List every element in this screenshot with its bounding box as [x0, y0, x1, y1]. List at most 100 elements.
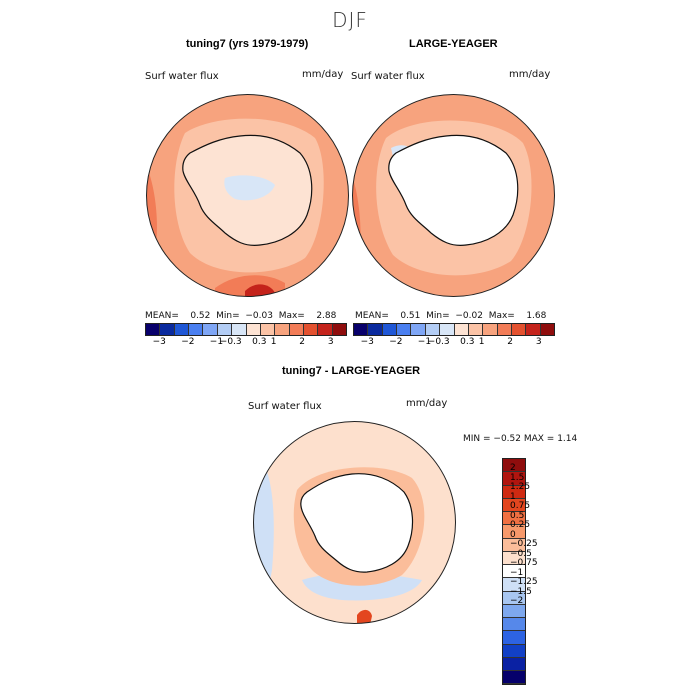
- panel3-colorbar-tick-label: −2: [510, 596, 524, 607]
- panel1-colorbar-segment: [275, 324, 290, 335]
- panel1-colorbar-segment: [332, 324, 347, 335]
- panel2-units-label: mm/day: [509, 69, 551, 80]
- panel3-colorbar-segment: [503, 551, 525, 565]
- panel3-colorbar-tick-label: −0.5: [510, 548, 532, 559]
- panel3-colorbar-tick-label: 1: [510, 491, 516, 502]
- panel2-stats: MEAN= 0.51 Min= −0.02 Max= 1.68: [355, 311, 546, 321]
- panel3-colorbar-tick-label: −1: [510, 567, 524, 578]
- panel3-colorbar: [502, 458, 526, 686]
- panel1-colorbar-segment: [303, 324, 319, 335]
- panel2-colorbar: [353, 323, 555, 336]
- panel1-colorbar-segment: [160, 324, 175, 335]
- panel3-colorbar-segment: [503, 604, 525, 618]
- panel2-colorbar-segment: [526, 324, 541, 335]
- panel1-colorbar-segment: [217, 324, 233, 335]
- panel1-colorbar-segment: [232, 324, 247, 335]
- panel2-mean: 0.51: [400, 311, 421, 321]
- panel1-colorbar: [145, 323, 347, 336]
- panel1-units-label: mm/day: [302, 69, 344, 80]
- panel3-colorbar-tick-label: 1.25: [510, 482, 531, 493]
- panel2-min-label: Min=: [426, 311, 450, 321]
- panel3-colorbar-tick-label: 0.75: [510, 501, 531, 512]
- panel3-colorbar-segment: [503, 498, 525, 512]
- panel3-colorbar-segment: [503, 485, 525, 499]
- panel1-colorbar-tick-label: −2: [181, 337, 195, 347]
- panel3-colorbar-segment: [503, 472, 525, 486]
- panel2-colorbar-segment: [511, 324, 527, 335]
- figure-season-title: DJF: [332, 8, 368, 32]
- panel3-colorbar-segment: [503, 459, 525, 473]
- panel3-colorbar-segment: [503, 512, 525, 526]
- panel3-colorbar-segment: [503, 538, 525, 552]
- panel3-colorbar-segment: [503, 671, 525, 685]
- panel1-colorbar-segment: [203, 324, 218, 335]
- panel3-colorbar-segment: [503, 578, 525, 592]
- panel2-colorbar-segment: [354, 324, 369, 335]
- panel1-colorbar-tick-label: −3: [152, 337, 166, 347]
- panel2-title: LARGE-YEAGER: [409, 38, 498, 50]
- panel1-colorbar-tick-label: −1: [209, 337, 224, 347]
- panel2-colorbar-segment: [382, 324, 398, 335]
- panel3-colorbar-tick-label: −0.25: [510, 539, 538, 550]
- panel2-antarctica: [388, 134, 519, 246]
- panel3-colorbar-tick-label: 1.5: [510, 472, 525, 483]
- panel3-field-max-south: [357, 609, 372, 624]
- panel3-colorbar-segment: [503, 657, 525, 671]
- panel1-max-label: Max=: [278, 311, 305, 321]
- panel1-min-label: Min=: [216, 311, 240, 321]
- panel1-colorbar-tick-label: 2: [299, 337, 306, 347]
- panel1-colorbar-tick-label: 0.3: [252, 337, 267, 347]
- panel2-colorbar-segment: [368, 324, 383, 335]
- panel2-colorbar-tick-label: −0.3: [427, 337, 450, 347]
- panel3-colorbar-tick-label: 2: [510, 463, 516, 474]
- panel2-colorbar-tick-label: 2: [507, 337, 514, 347]
- panel1-colorbar-tick-label: −0.3: [219, 337, 242, 347]
- panel3-map-border: [253, 421, 456, 624]
- panel1-colorbar-segment: [146, 324, 161, 335]
- panel2-colorbar-segment: [411, 324, 426, 335]
- panel1-colorbar-ticks: −3 −2 −1 −0.3 0.3 1 2 3: [145, 337, 345, 351]
- panel1-colorbar-segment: [246, 324, 261, 335]
- panel1-max: 2.88: [316, 311, 337, 321]
- panel3-colorbar-segment: [503, 525, 525, 539]
- panel3-variable-label: Surf water flux: [248, 401, 322, 412]
- panel2-max: 1.68: [526, 311, 547, 321]
- panel2-colorbar-segment: [397, 324, 412, 335]
- panel1-min: −0.03: [245, 311, 273, 321]
- panel2-colorbar-segment: [497, 324, 512, 335]
- panel1-colorbar-segment: [189, 324, 204, 335]
- panel1-colorbar-segment: [289, 324, 304, 335]
- panel3-map: [253, 421, 456, 624]
- panel1-colorbar-tick-label: 1: [270, 337, 277, 347]
- panel1-map: [146, 94, 349, 297]
- panel2-colorbar-segment: [440, 324, 455, 335]
- panel3-colorbar-tick-label: 0: [510, 529, 516, 540]
- panel2-variable-label: Surf water flux: [351, 71, 425, 82]
- panel2-colorbar-segment: [483, 324, 498, 335]
- panel3-colorbar-tick-label: −0.75: [510, 558, 538, 569]
- panel1-colorbar-segment: [260, 324, 276, 335]
- panel3-colorbar-tick-label: −1.25: [510, 577, 538, 588]
- panel2-colorbar-tick-label: −3: [360, 337, 374, 347]
- panel1-mean-label: MEAN=: [145, 311, 179, 321]
- panel3-colorbar-tick-label: 0.25: [510, 520, 531, 531]
- panel2-colorbar-tick-label: −1: [417, 337, 432, 347]
- panel2-map-border: [352, 94, 555, 297]
- panel2-colorbar-tick-label: 1: [478, 337, 485, 347]
- panel1-stats: MEAN= 0.52 Min= −0.03 Max= 2.88: [145, 311, 336, 321]
- panel2-min: −0.02: [455, 311, 483, 321]
- panel3-colorbar-segment: [503, 591, 525, 605]
- panel2-colorbar-segment: [468, 324, 484, 335]
- panel3-antarctica: [300, 473, 414, 573]
- panel2-colorbar-segment: [454, 324, 469, 335]
- panel1-colorbar-segment: [174, 324, 190, 335]
- panel2-mean-label: MEAN=: [355, 311, 389, 321]
- panel1-map-border: [146, 94, 349, 297]
- panel1-variable-label: Surf water flux: [145, 71, 219, 82]
- panel3-colorbar-segment: [503, 631, 525, 645]
- panel3-colorbar-tick-label: −1.5: [510, 586, 532, 597]
- panel2-colorbar-segment: [540, 324, 555, 335]
- panel3-title: tuning7 - LARGE-YEAGER: [282, 365, 421, 377]
- panel3-colorbar-segment: [503, 618, 525, 632]
- panel2-colorbar-tick-label: 3: [535, 337, 542, 347]
